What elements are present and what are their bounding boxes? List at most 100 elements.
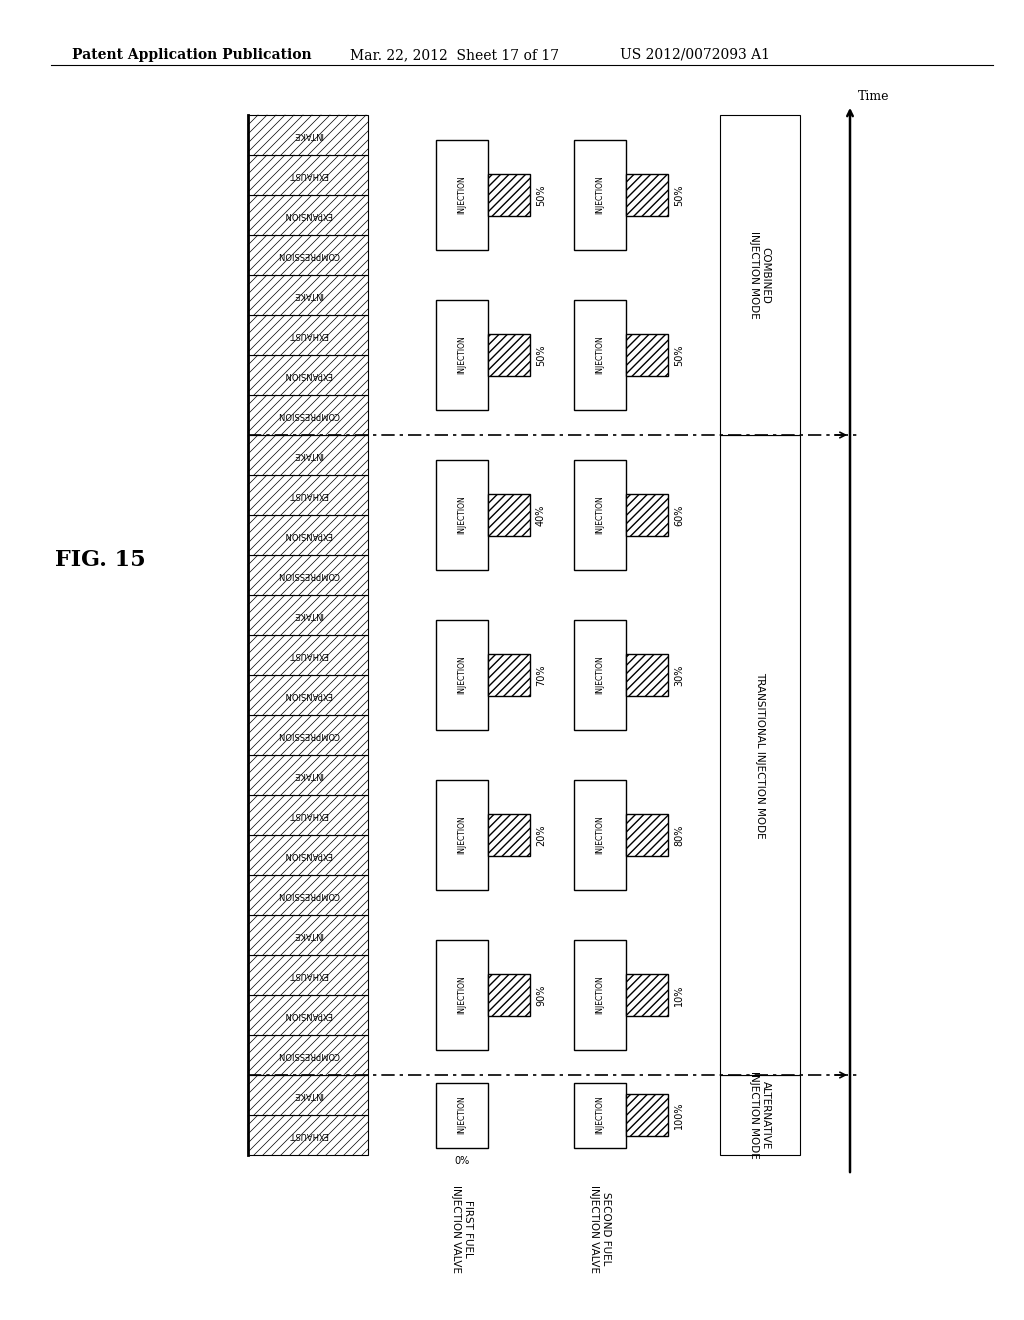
Text: INTAKE: INTAKE	[293, 290, 323, 300]
Text: 60%: 60%	[674, 504, 684, 525]
Bar	[488, 494, 530, 536]
Text: SECOND FUEL
INJECTION VALVE: SECOND FUEL INJECTION VALVE	[589, 1185, 610, 1272]
Bar	[488, 814, 530, 855]
Text: EXHAUST: EXHAUST	[288, 1130, 328, 1139]
Bar	[248, 355, 368, 395]
Bar	[248, 1035, 368, 1074]
Text: INJECTION: INJECTION	[458, 975, 467, 1014]
Bar	[720, 436, 800, 1074]
Bar	[248, 395, 368, 436]
Bar	[248, 1074, 368, 1115]
Text: INTAKE: INTAKE	[293, 450, 323, 459]
Text: EXPANSION: EXPANSION	[284, 1011, 332, 1019]
Text: INJECTION: INJECTION	[458, 656, 467, 694]
Bar	[436, 1082, 488, 1147]
Bar	[248, 715, 368, 755]
Text: INTAKE: INTAKE	[293, 771, 323, 780]
Text: 80%: 80%	[674, 824, 684, 846]
Text: INJECTION: INJECTION	[596, 1096, 604, 1134]
Bar	[574, 459, 626, 570]
Text: EXHAUST: EXHAUST	[288, 491, 328, 499]
Bar	[488, 334, 530, 376]
Text: COMPRESSION: COMPRESSION	[278, 411, 339, 420]
Text: EXHAUST: EXHAUST	[288, 651, 328, 660]
Text: EXPANSION: EXPANSION	[284, 690, 332, 700]
Bar	[248, 115, 368, 154]
Bar	[248, 795, 368, 836]
Bar	[436, 459, 488, 570]
Bar	[574, 940, 626, 1049]
Bar	[436, 300, 488, 411]
Bar	[626, 814, 668, 855]
Text: US 2012/0072093 A1: US 2012/0072093 A1	[620, 48, 770, 62]
Bar	[248, 275, 368, 315]
Text: Time: Time	[858, 90, 890, 103]
Text: 70%: 70%	[536, 664, 546, 686]
Text: EXPANSION: EXPANSION	[284, 850, 332, 859]
Text: EXHAUST: EXHAUST	[288, 810, 328, 820]
Text: COMBINED
INJECTION MODE: COMBINED INJECTION MODE	[750, 231, 771, 319]
Bar	[436, 940, 488, 1049]
Bar	[574, 300, 626, 411]
Text: Patent Application Publication: Patent Application Publication	[72, 48, 311, 62]
Text: 40%: 40%	[536, 504, 546, 525]
Bar	[574, 1082, 626, 1147]
Bar	[248, 755, 368, 795]
Bar	[248, 954, 368, 995]
Text: COMPRESSION: COMPRESSION	[278, 891, 339, 899]
Bar	[248, 235, 368, 275]
Bar	[248, 195, 368, 235]
Text: COMPRESSION: COMPRESSION	[278, 730, 339, 739]
Bar	[248, 915, 368, 954]
Bar	[626, 653, 668, 696]
Text: Mar. 22, 2012  Sheet 17 of 17: Mar. 22, 2012 Sheet 17 of 17	[350, 48, 559, 62]
Bar	[626, 974, 668, 1016]
Text: INJECTION: INJECTION	[596, 495, 604, 535]
Text: INJECTION: INJECTION	[596, 656, 604, 694]
Bar	[436, 620, 488, 730]
Text: INJECTION: INJECTION	[458, 335, 467, 375]
Text: EXHAUST: EXHAUST	[288, 970, 328, 979]
Text: 10%: 10%	[674, 985, 684, 1006]
Text: INTAKE: INTAKE	[293, 931, 323, 940]
Text: 100%: 100%	[674, 1101, 684, 1129]
Bar	[248, 315, 368, 355]
Text: INTAKE: INTAKE	[293, 610, 323, 619]
Text: INJECTION: INJECTION	[458, 816, 467, 854]
Bar	[626, 334, 668, 376]
Text: INTAKE: INTAKE	[293, 1090, 323, 1100]
Text: INJECTION: INJECTION	[596, 335, 604, 375]
Text: 0%: 0%	[455, 1155, 470, 1166]
Bar	[248, 1115, 368, 1155]
Text: EXHAUST: EXHAUST	[288, 170, 328, 180]
Bar	[436, 780, 488, 890]
Bar	[720, 115, 800, 436]
Bar	[248, 995, 368, 1035]
Bar	[248, 875, 368, 915]
Bar	[436, 140, 488, 249]
Bar	[626, 1094, 668, 1137]
Text: EXPANSION: EXPANSION	[284, 371, 332, 380]
Text: COMPRESSION: COMPRESSION	[278, 251, 339, 260]
Text: COMPRESSION: COMPRESSION	[278, 1051, 339, 1060]
Bar	[488, 974, 530, 1016]
Bar	[248, 836, 368, 875]
Text: INJECTION: INJECTION	[596, 176, 604, 214]
Bar	[248, 436, 368, 475]
Text: EXPANSION: EXPANSION	[284, 531, 332, 540]
Bar	[574, 620, 626, 730]
Text: TRANSITIONAL INJECTION MODE: TRANSITIONAL INJECTION MODE	[755, 672, 765, 838]
Text: EXHAUST: EXHAUST	[288, 330, 328, 339]
Text: 90%: 90%	[536, 985, 546, 1006]
Bar	[248, 475, 368, 515]
Text: INJECTION: INJECTION	[596, 816, 604, 854]
Bar	[720, 1074, 800, 1155]
Text: 50%: 50%	[536, 345, 546, 366]
Bar	[248, 635, 368, 675]
Bar	[248, 675, 368, 715]
Bar	[248, 595, 368, 635]
Text: INJECTION: INJECTION	[458, 176, 467, 214]
Bar	[248, 554, 368, 595]
Bar	[574, 780, 626, 890]
Text: INJECTION: INJECTION	[596, 975, 604, 1014]
